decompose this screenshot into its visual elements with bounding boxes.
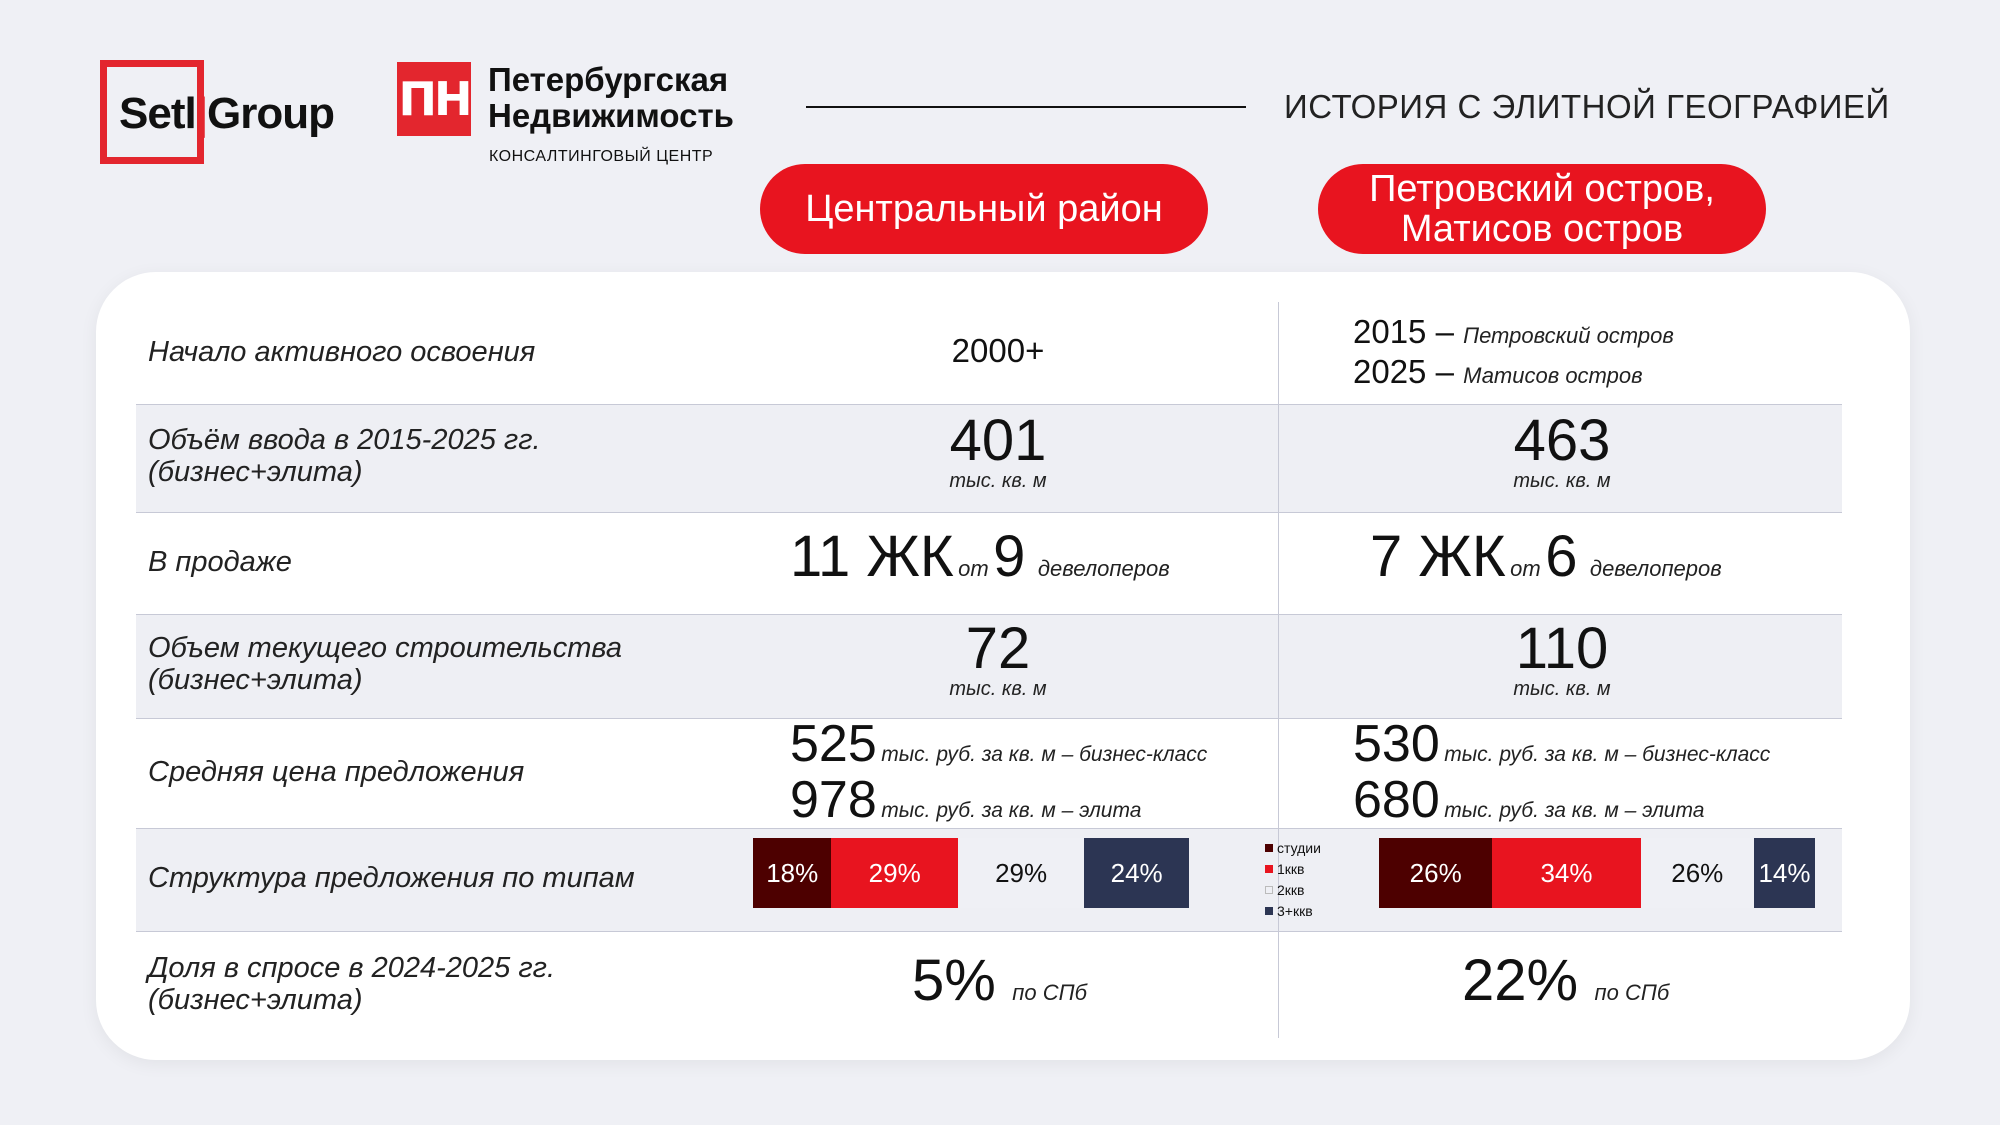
legend-label: 1ккв (1277, 861, 1305, 877)
construction-col2: 110 тыс. кв. м (1513, 616, 1611, 701)
page-title: ИСТОРИЯ С ЭЛИТНОЙ ГЕОГРАФИЕЙ (1284, 88, 1890, 125)
row-bg-volume (136, 404, 1842, 512)
demand-col2: 22% по СПб (1462, 948, 1670, 1013)
legend-item: 2ккв (1265, 880, 1321, 901)
price-col1: 525 тыс. руб. за кв. м – бизнес-класс 97… (790, 715, 1208, 829)
pn-logo-subtitle: КОНСАЛТИНГОВЫЙ ЦЕНТР (489, 148, 714, 165)
structure-bar-central: 18% 29% 29% 24% (753, 838, 1189, 908)
start-col1: 2000+ (951, 332, 1045, 369)
setl-group-logo: Setl|Group (100, 60, 335, 164)
setl-logo-text: Setl|Group (119, 89, 335, 138)
label-volume: Объём ввода в 2015-2025 гг. (бизнес+элит… (148, 424, 541, 488)
legend-label: 3+ккв (1277, 903, 1313, 919)
start-col2: 2015 – Петровский остров 2025 – Матисов … (1353, 313, 1674, 390)
column-divider (1278, 302, 1279, 1038)
sale-col2: 7 ЖК от 6 девелоперов (1370, 524, 1722, 589)
structure-bar-islands: 26% 34% 26% 14% (1379, 838, 1815, 908)
legend-label: 2ккв (1277, 882, 1305, 898)
label-start: Начало активного освоения (148, 336, 536, 368)
pn-logo-title: Петербургская Недвижимость (488, 61, 734, 134)
structure-segment: 14% (1753, 838, 1815, 908)
volume-col2: 463 тыс. кв. м (1513, 408, 1611, 493)
column-header-central: Центральный район (760, 164, 1208, 254)
structure-segment: 24% (1084, 838, 1189, 908)
row-bg-construction (136, 614, 1842, 718)
structure-segment: 29% (831, 838, 958, 908)
label-demand: Доля в спросе в 2024-2025 гг. (бизнес+эл… (148, 952, 556, 1016)
structure-segment: 29% (957, 838, 1085, 908)
header-divider (806, 106, 1246, 108)
sale-col1: 11 ЖК от 9 девелоперов (790, 524, 1170, 589)
legend-swatch (1265, 907, 1273, 915)
row-bg-price (136, 718, 1842, 828)
label-construction: Объем текущего строительства (бизнес+эли… (148, 632, 623, 696)
row-bg-sale (136, 512, 1842, 614)
label-structure: Структура предложения по типам (148, 862, 635, 894)
legend-item: 1ккв (1265, 859, 1321, 880)
structure-segment: 18% (753, 838, 832, 908)
legend-swatch (1265, 844, 1273, 852)
volume-col1: 401 тыс. кв. м (949, 408, 1047, 493)
structure-segment: 26% (1379, 838, 1493, 908)
legend-label: студии (1277, 840, 1321, 856)
construction-col1: 72 тыс. кв. м (949, 616, 1047, 701)
structure-segment: 26% (1640, 838, 1754, 908)
legend-item: 3+ккв (1265, 901, 1321, 922)
demand-col1: 5% по СПб (912, 948, 1087, 1013)
legend-item: студии (1265, 838, 1321, 859)
price-col2: 530 тыс. руб. за кв. м – бизнес-класс 68… (1353, 715, 1771, 829)
structure-segment: 34% (1492, 838, 1641, 908)
label-price: Средняя цена предложения (148, 756, 525, 788)
legend-swatch (1265, 886, 1273, 894)
pn-logo-mark: ПН (397, 62, 473, 136)
label-sale: В продаже (148, 546, 292, 578)
structure-legend: студии 1ккв 2ккв 3+ккв (1265, 838, 1321, 922)
column-header-islands: Петровский остров, Матисов остров (1318, 164, 1766, 254)
legend-swatch (1265, 865, 1273, 873)
